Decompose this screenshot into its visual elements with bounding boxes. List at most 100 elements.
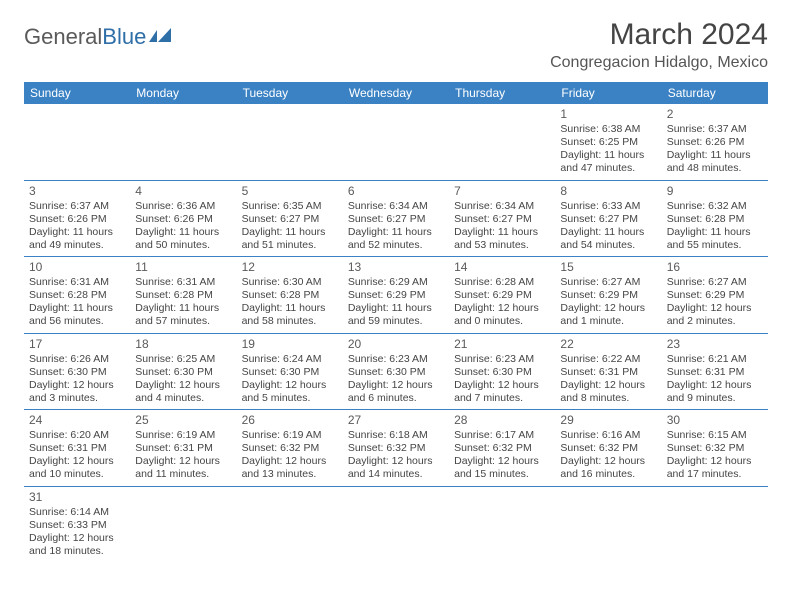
calendar-cell: 25Sunrise: 6:19 AMSunset: 6:31 PMDayligh… — [130, 410, 236, 487]
day-line: Daylight: 12 hours — [242, 379, 338, 392]
calendar-cell: 3Sunrise: 6:37 AMSunset: 6:26 PMDaylight… — [24, 180, 130, 257]
day-line: Sunset: 6:28 PM — [29, 289, 125, 302]
day-line: Daylight: 11 hours — [135, 302, 231, 315]
calendar-cell: 8Sunrise: 6:33 AMSunset: 6:27 PMDaylight… — [555, 180, 661, 257]
day-line: Sunrise: 6:18 AM — [348, 429, 444, 442]
day-line: Daylight: 12 hours — [560, 302, 656, 315]
day-line: and 7 minutes. — [454, 392, 550, 405]
title-block: March 2024 Congregacion Hidalgo, Mexico — [550, 18, 768, 72]
calendar-cell: 6Sunrise: 6:34 AMSunset: 6:27 PMDaylight… — [343, 180, 449, 257]
day-line: Sunrise: 6:17 AM — [454, 429, 550, 442]
day-line: Daylight: 11 hours — [667, 149, 763, 162]
weekday-header: Monday — [130, 82, 236, 104]
page-header: GeneralBlue March 2024 Congregacion Hida… — [24, 18, 768, 72]
day-line: Daylight: 12 hours — [560, 455, 656, 468]
day-line: Sunset: 6:31 PM — [135, 442, 231, 455]
day-line: Sunset: 6:31 PM — [667, 366, 763, 379]
calendar-cell — [24, 104, 130, 180]
day-line: Sunrise: 6:31 AM — [29, 276, 125, 289]
calendar-cell: 22Sunrise: 6:22 AMSunset: 6:31 PMDayligh… — [555, 333, 661, 410]
day-line: and 15 minutes. — [454, 468, 550, 481]
calendar-cell: 26Sunrise: 6:19 AMSunset: 6:32 PMDayligh… — [237, 410, 343, 487]
day-line: and 10 minutes. — [29, 468, 125, 481]
day-line: Daylight: 12 hours — [560, 379, 656, 392]
calendar-table: Sunday Monday Tuesday Wednesday Thursday… — [24, 82, 768, 562]
day-line: Sunrise: 6:23 AM — [348, 353, 444, 366]
calendar-cell: 5Sunrise: 6:35 AMSunset: 6:27 PMDaylight… — [237, 180, 343, 257]
day-line: Sunrise: 6:28 AM — [454, 276, 550, 289]
flag-icon — [149, 24, 173, 50]
day-line: Sunrise: 6:20 AM — [29, 429, 125, 442]
calendar-row: 3Sunrise: 6:37 AMSunset: 6:26 PMDaylight… — [24, 180, 768, 257]
calendar-cell: 23Sunrise: 6:21 AMSunset: 6:31 PMDayligh… — [662, 333, 768, 410]
day-line: Sunrise: 6:27 AM — [560, 276, 656, 289]
calendar-cell — [343, 486, 449, 562]
day-number: 28 — [454, 413, 550, 428]
weekday-header-row: Sunday Monday Tuesday Wednesday Thursday… — [24, 82, 768, 104]
day-line: Sunset: 6:30 PM — [454, 366, 550, 379]
day-line: and 1 minute. — [560, 315, 656, 328]
day-line: and 56 minutes. — [29, 315, 125, 328]
calendar-cell: 16Sunrise: 6:27 AMSunset: 6:29 PMDayligh… — [662, 257, 768, 334]
day-number: 18 — [135, 337, 231, 352]
day-line: Sunrise: 6:36 AM — [135, 200, 231, 213]
day-line: Sunrise: 6:34 AM — [454, 200, 550, 213]
calendar-cell: 11Sunrise: 6:31 AMSunset: 6:28 PMDayligh… — [130, 257, 236, 334]
day-line: Sunrise: 6:24 AM — [242, 353, 338, 366]
day-line: Sunset: 6:29 PM — [560, 289, 656, 302]
day-number: 23 — [667, 337, 763, 352]
calendar-cell: 2Sunrise: 6:37 AMSunset: 6:26 PMDaylight… — [662, 104, 768, 180]
calendar-cell: 19Sunrise: 6:24 AMSunset: 6:30 PMDayligh… — [237, 333, 343, 410]
day-line: Sunrise: 6:31 AM — [135, 276, 231, 289]
day-line: Daylight: 12 hours — [667, 455, 763, 468]
day-line: Daylight: 12 hours — [667, 302, 763, 315]
calendar-cell — [343, 104, 449, 180]
calendar-cell — [449, 486, 555, 562]
day-line: Sunrise: 6:29 AM — [348, 276, 444, 289]
calendar-cell: 31Sunrise: 6:14 AMSunset: 6:33 PMDayligh… — [24, 486, 130, 562]
calendar-row: 31Sunrise: 6:14 AMSunset: 6:33 PMDayligh… — [24, 486, 768, 562]
day-line: Daylight: 11 hours — [560, 149, 656, 162]
day-line: Sunset: 6:30 PM — [242, 366, 338, 379]
day-number: 31 — [29, 490, 125, 505]
day-line: Sunset: 6:33 PM — [29, 519, 125, 532]
calendar-cell: 7Sunrise: 6:34 AMSunset: 6:27 PMDaylight… — [449, 180, 555, 257]
calendar-row: 10Sunrise: 6:31 AMSunset: 6:28 PMDayligh… — [24, 257, 768, 334]
day-number: 5 — [242, 184, 338, 199]
day-line: Sunrise: 6:32 AM — [667, 200, 763, 213]
day-line: Sunrise: 6:19 AM — [135, 429, 231, 442]
day-line: and 9 minutes. — [667, 392, 763, 405]
day-line: Sunset: 6:27 PM — [348, 213, 444, 226]
weekday-header: Wednesday — [343, 82, 449, 104]
day-line: and 16 minutes. — [560, 468, 656, 481]
day-line: Sunrise: 6:35 AM — [242, 200, 338, 213]
day-line: and 8 minutes. — [560, 392, 656, 405]
logo: GeneralBlue — [24, 18, 173, 50]
day-line: and 50 minutes. — [135, 239, 231, 252]
day-line: Sunrise: 6:33 AM — [560, 200, 656, 213]
day-number: 10 — [29, 260, 125, 275]
day-line: and 5 minutes. — [242, 392, 338, 405]
calendar-cell — [449, 104, 555, 180]
month-title: March 2024 — [550, 18, 768, 52]
day-line: Daylight: 12 hours — [348, 455, 444, 468]
calendar-cell: 13Sunrise: 6:29 AMSunset: 6:29 PMDayligh… — [343, 257, 449, 334]
day-line: Sunset: 6:29 PM — [348, 289, 444, 302]
calendar-cell: 14Sunrise: 6:28 AMSunset: 6:29 PMDayligh… — [449, 257, 555, 334]
day-line: Daylight: 12 hours — [242, 455, 338, 468]
day-line: Sunrise: 6:27 AM — [667, 276, 763, 289]
day-line: Daylight: 11 hours — [242, 226, 338, 239]
calendar-row: 17Sunrise: 6:26 AMSunset: 6:30 PMDayligh… — [24, 333, 768, 410]
logo-text1: General — [24, 24, 102, 50]
day-line: Sunrise: 6:38 AM — [560, 123, 656, 136]
day-line: and 52 minutes. — [348, 239, 444, 252]
calendar-cell: 28Sunrise: 6:17 AMSunset: 6:32 PMDayligh… — [449, 410, 555, 487]
day-line: Sunrise: 6:22 AM — [560, 353, 656, 366]
day-line: Sunset: 6:27 PM — [454, 213, 550, 226]
calendar-cell — [237, 486, 343, 562]
day-line: and 4 minutes. — [135, 392, 231, 405]
day-number: 1 — [560, 107, 656, 122]
weekday-header: Saturday — [662, 82, 768, 104]
day-line: Sunset: 6:30 PM — [135, 366, 231, 379]
location: Congregacion Hidalgo, Mexico — [550, 54, 768, 72]
